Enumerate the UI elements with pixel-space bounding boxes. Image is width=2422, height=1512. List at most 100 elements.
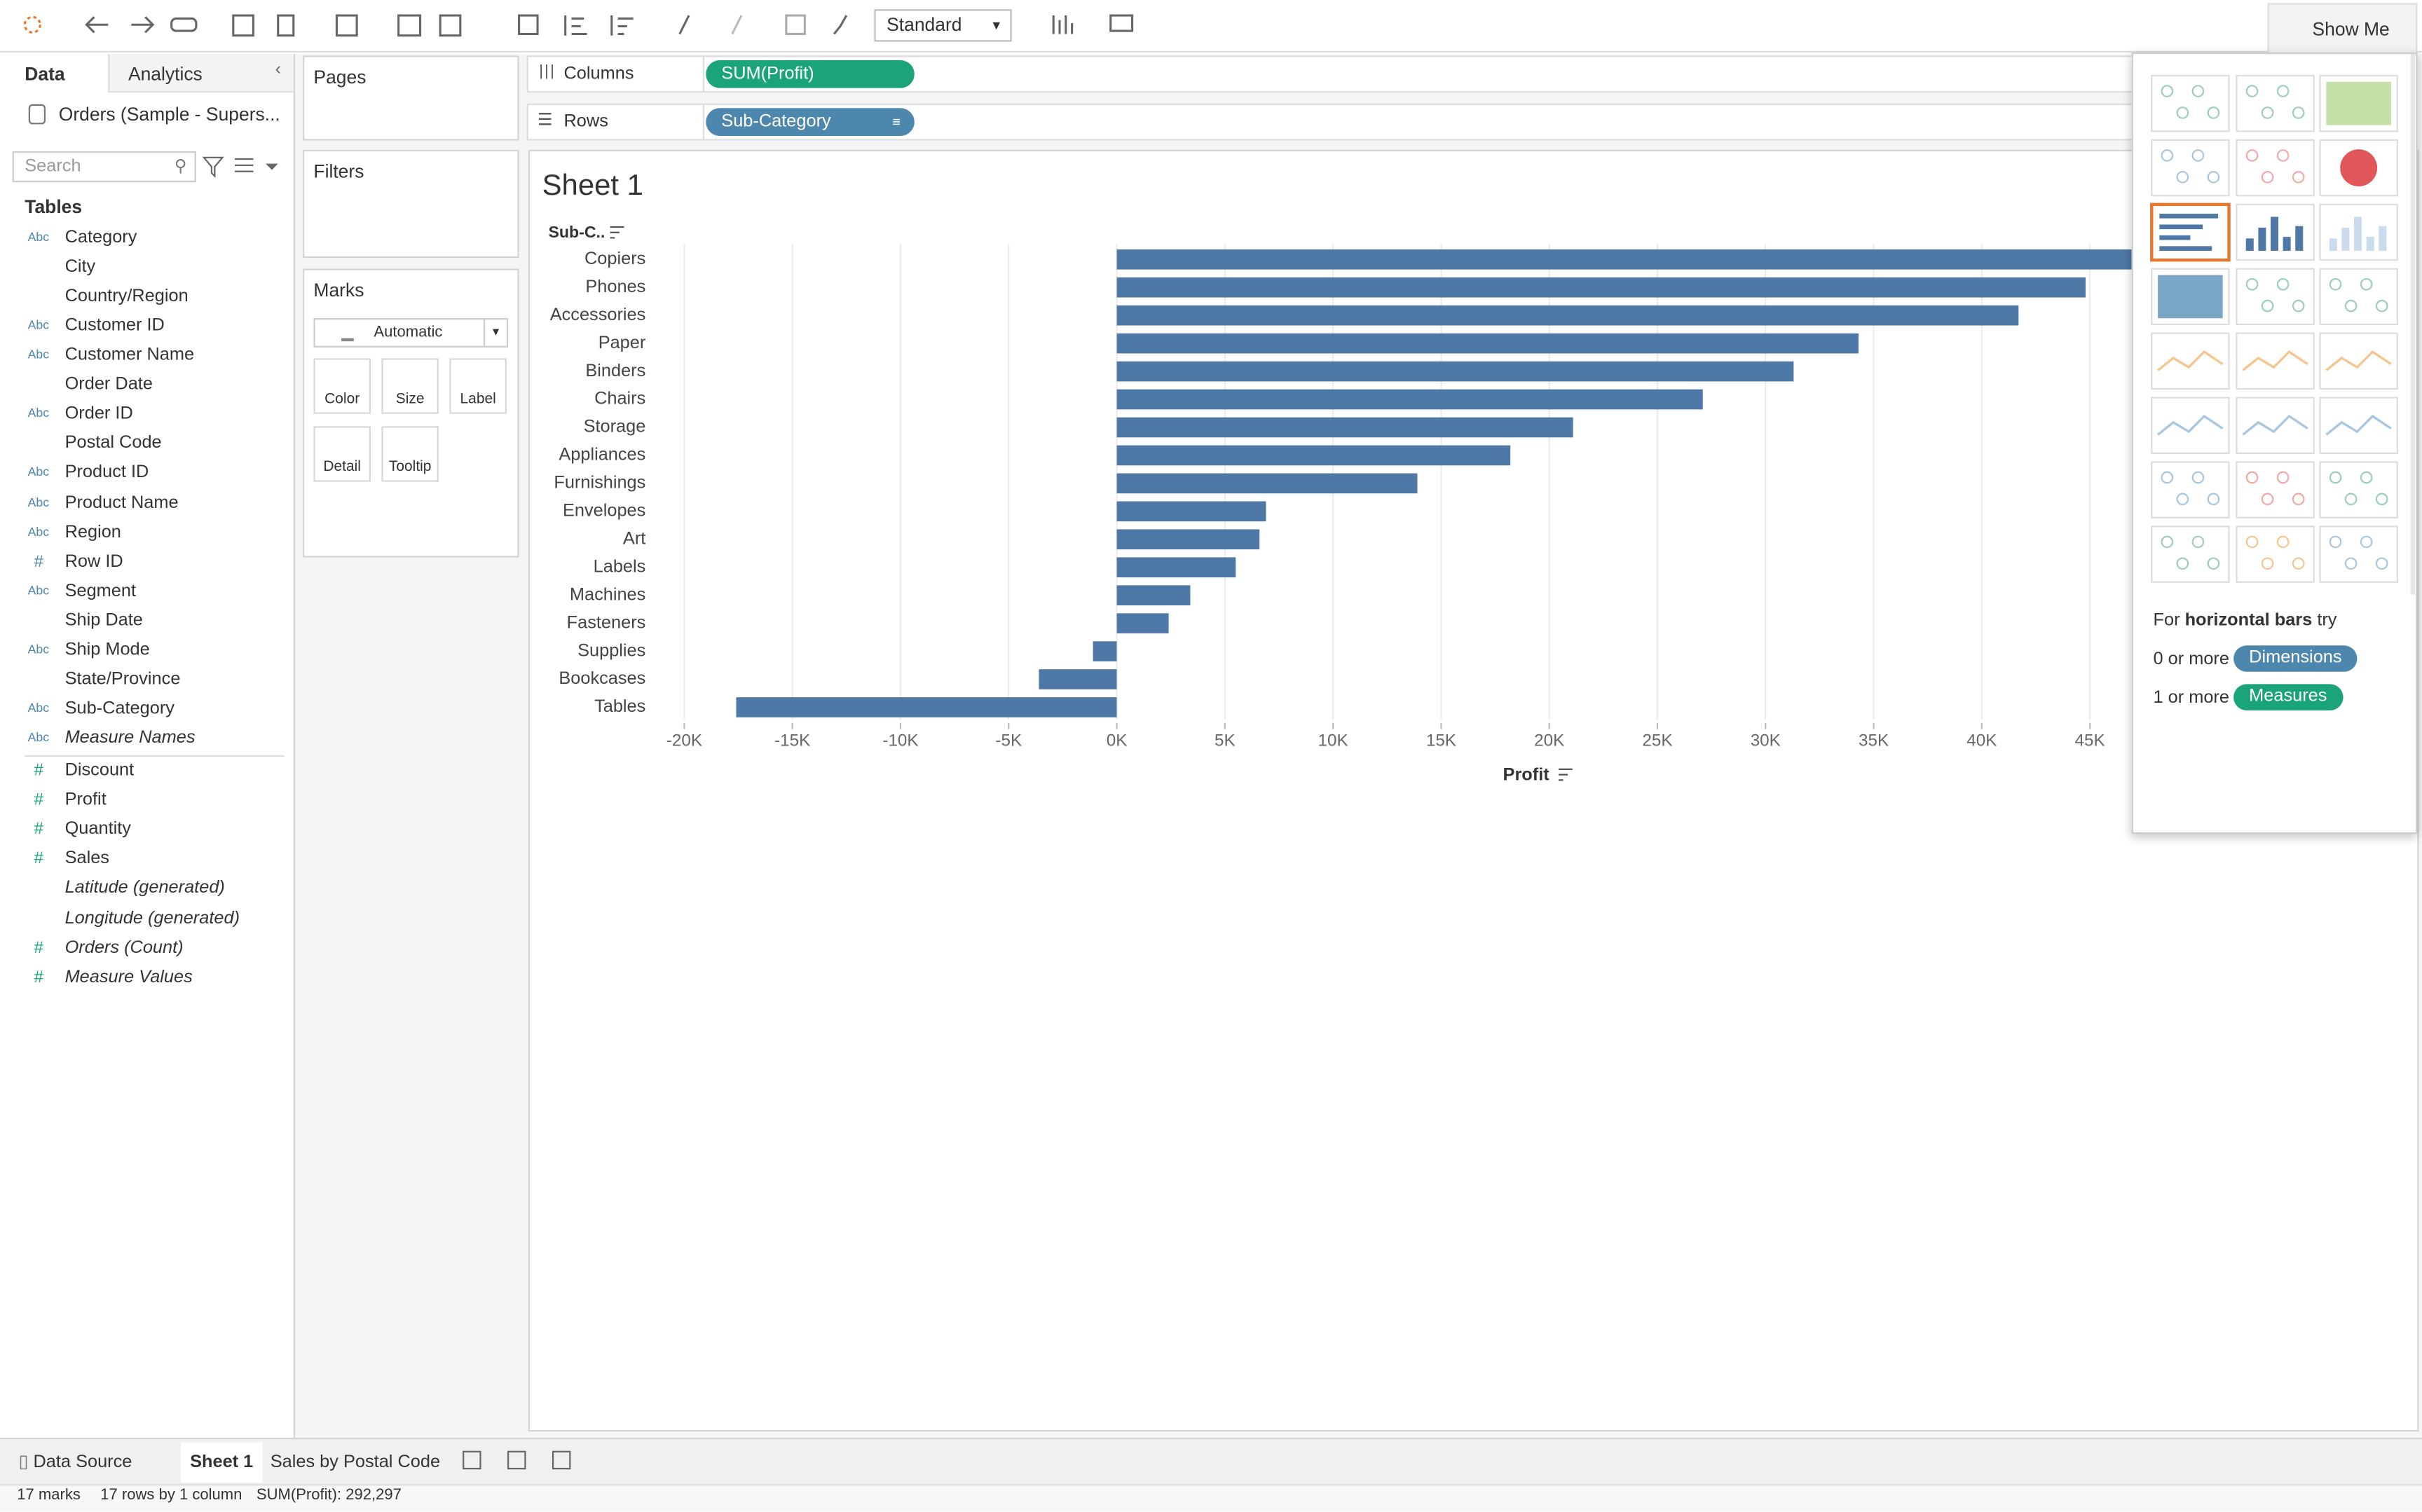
field-name: Quantity (64, 820, 131, 839)
field[interactable]: City (0, 254, 294, 282)
chart-thumbnail[interactable] (2151, 74, 2230, 132)
menu-icon[interactable] (266, 163, 278, 170)
field[interactable]: # Sales (0, 845, 294, 873)
field[interactable]: Abc Product Name (0, 489, 294, 517)
dimension-pill[interactable]: Sub-Category ≡ (706, 108, 915, 136)
chart-thumbnail[interactable] (2236, 461, 2315, 518)
highlight[interactable] (678, 15, 690, 35)
sheet-tab[interactable]: Sales by Postal Code (270, 1453, 441, 1472)
thumb-dot (2245, 85, 2259, 97)
chart-thumbnail[interactable] (2319, 525, 2398, 583)
field[interactable]: Longitude (generated) (0, 904, 294, 932)
bar (1116, 333, 1859, 354)
field[interactable]: Postal Code (0, 430, 294, 458)
field[interactable]: Abc Region (0, 518, 294, 547)
filter-icon[interactable] (202, 156, 224, 178)
analytics-tab[interactable]: Analytics ‹ (108, 54, 294, 93)
field-name: State/Province (64, 670, 181, 689)
save[interactable] (232, 14, 255, 37)
mark-button[interactable]: Detail (313, 426, 371, 482)
db-icon (28, 104, 46, 125)
pages-card: Pages (302, 55, 519, 141)
sort-icon[interactable] (1558, 768, 1573, 781)
chart-thumbnail[interactable] (2319, 268, 2398, 326)
sort-icon[interactable] (610, 226, 624, 239)
show-me-tab[interactable]: Show Me (2267, 3, 2418, 53)
thumb-dot (2261, 493, 2274, 506)
chart-thumbnail[interactable] (2150, 202, 2231, 262)
field[interactable]: Abc Customer ID (0, 312, 294, 341)
field[interactable]: Abc Category (0, 224, 294, 252)
sort-desc[interactable] (610, 15, 634, 36)
thumb-dot (2375, 493, 2388, 506)
view-icon[interactable] (235, 158, 254, 172)
row-label: Machines (570, 584, 645, 604)
swap-rows[interactable] (518, 14, 539, 36)
mark-type-icon (341, 326, 354, 342)
field[interactable]: # Row ID (0, 548, 294, 576)
data-source-tab[interactable]: ▯ Data Source (9, 1443, 141, 1483)
field[interactable]: Abc Sub-Category (0, 695, 294, 723)
field-name: Country/Region (64, 287, 189, 306)
field[interactable]: Abc Customer Name (0, 342, 294, 370)
sort-icon[interactable]: ≡ (892, 114, 901, 130)
data-tab[interactable]: Data (0, 54, 109, 93)
mark-button[interactable]: Label (449, 358, 507, 414)
thumb-dot (2207, 493, 2220, 506)
field[interactable]: # Orders (Count) (0, 934, 294, 962)
chart-thumbnail[interactable] (2151, 525, 2230, 583)
chart-thumbnail[interactable] (2236, 74, 2315, 132)
chart-thumbnail[interactable] (2236, 268, 2315, 326)
chart-thumbnail[interactable] (2151, 139, 2230, 197)
thumb-dot (2375, 557, 2388, 570)
fit[interactable] (1052, 15, 1074, 34)
clear[interactable] (439, 14, 462, 37)
field[interactable]: Abc Order ID (0, 401, 294, 429)
labels[interactable] (785, 14, 806, 36)
sort-asc[interactable] (564, 15, 587, 36)
new-dashboard[interactable] (507, 1450, 526, 1470)
field[interactable]: Abc Measure Names (0, 724, 294, 752)
new-story[interactable] (552, 1450, 571, 1470)
field[interactable]: # Measure Values (0, 963, 294, 991)
redo[interactable] (131, 16, 155, 34)
field[interactable]: State/Province (0, 666, 294, 694)
field-type-icon: # (34, 790, 43, 810)
field[interactable]: Abc Segment (0, 577, 294, 605)
field[interactable]: # Quantity (0, 816, 294, 844)
new-worksheet[interactable] (463, 1450, 481, 1470)
mark-type-dropdown[interactable]: Automatic ▼ (313, 318, 509, 348)
field[interactable]: Abc Product ID (0, 460, 294, 488)
field[interactable]: Abc Ship Mode (0, 636, 294, 664)
field[interactable]: # Profit (0, 786, 294, 814)
field[interactable]: Ship Date (0, 607, 294, 635)
fix-axes[interactable] (833, 15, 848, 35)
collapse[interactable]: ‹ (275, 60, 282, 79)
new-datasource[interactable] (277, 14, 295, 37)
chart-thumbnail[interactable] (2236, 525, 2315, 583)
bar (1116, 305, 2019, 326)
swap[interactable] (170, 17, 198, 32)
field[interactable]: Order Date (0, 371, 294, 399)
new-sheet[interactable] (335, 14, 358, 37)
chart-thumbnail[interactable] (2319, 461, 2398, 518)
field[interactable]: Latitude (generated) (0, 874, 294, 902)
mark-button[interactable]: Size (381, 358, 439, 414)
mark-button[interactable]: Color (313, 358, 371, 414)
field[interactable]: # Discount (0, 757, 294, 785)
chart-thumbnail[interactable] (2236, 139, 2315, 197)
view-size-dropdown[interactable]: Standard ▼ (874, 9, 1012, 42)
x-tick-label: -5K (995, 731, 1022, 750)
sheet-tab[interactable]: Sheet 1 (180, 1442, 263, 1483)
chart-thumbnail[interactable] (2151, 461, 2230, 518)
duplicate[interactable] (397, 14, 422, 37)
group[interactable] (731, 15, 743, 35)
mark-button[interactable]: Tooltip (381, 426, 439, 482)
row-label: Storage (584, 417, 646, 437)
field[interactable]: Country/Region (0, 283, 294, 311)
measure-pill[interactable]: SUM(Profit) (706, 60, 915, 88)
presentation[interactable] (1109, 14, 1134, 32)
datasource-name[interactable]: Orders (Sample - Supers... (58, 103, 280, 125)
search-box[interactable]: Search ⚲ (12, 151, 196, 183)
undo[interactable] (85, 16, 109, 34)
